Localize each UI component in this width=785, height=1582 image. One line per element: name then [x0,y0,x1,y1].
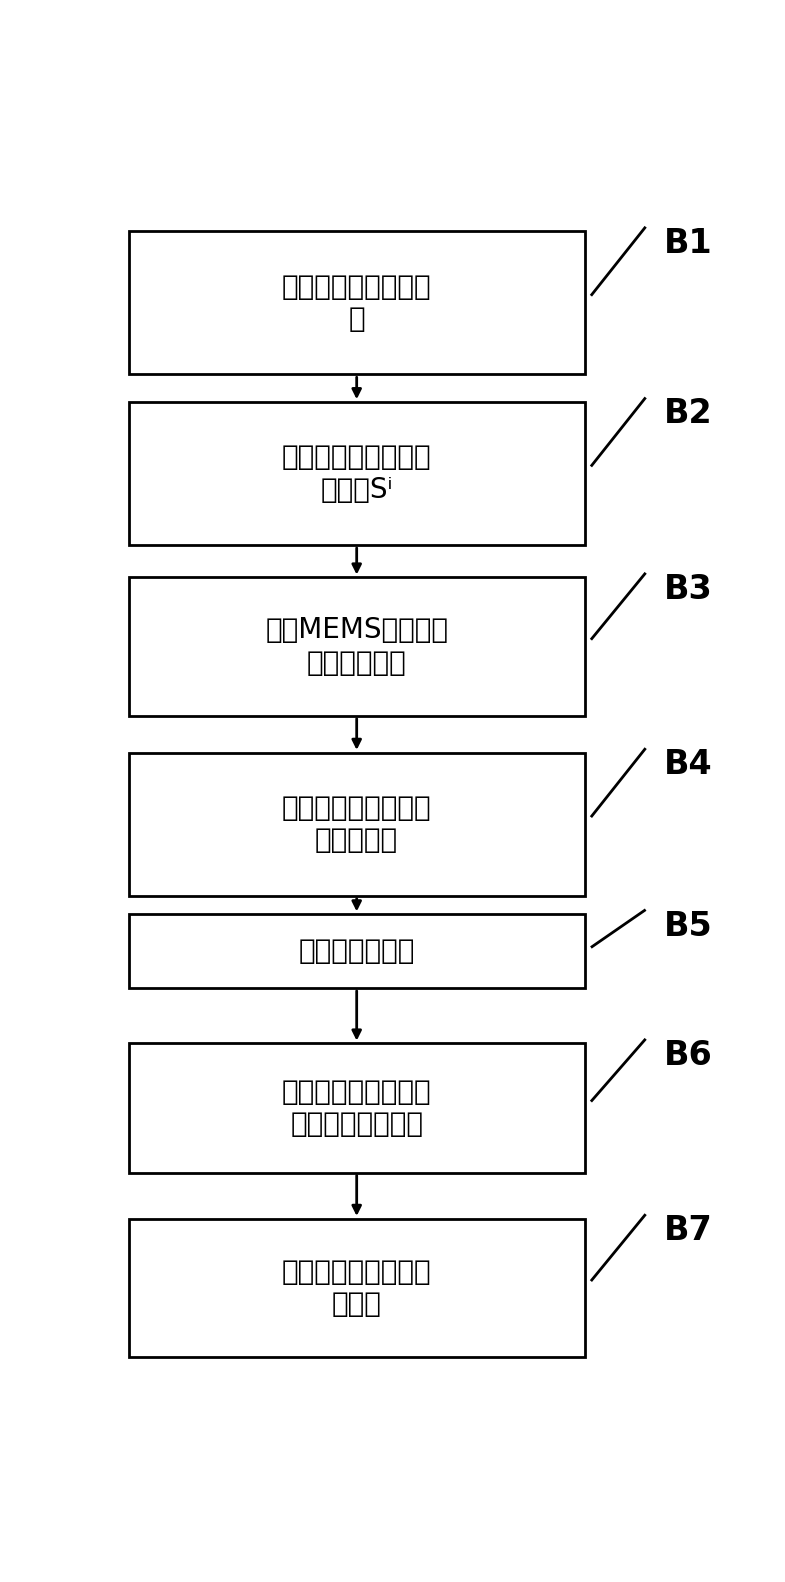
FancyBboxPatch shape [129,402,585,546]
Text: B6: B6 [664,1039,713,1073]
FancyBboxPatch shape [129,914,585,989]
Text: B7: B7 [664,1215,713,1247]
FancyBboxPatch shape [129,1044,585,1172]
Text: 计算载体到卫星的单
位向量Sⁱ: 计算载体到卫星的单 位向量Sⁱ [282,443,432,503]
FancyBboxPatch shape [129,231,585,375]
Text: B4: B4 [664,748,713,782]
FancyBboxPatch shape [129,577,585,715]
Text: 求出对应基线向量和
姿态角: 求出对应基线向量和 姿态角 [282,1258,432,1318]
Text: 根据适应度函数值和
约束条件进行筛选: 根据适应度函数值和 约束条件进行筛选 [282,1077,432,1139]
Text: 建立载波相位双差方
程: 建立载波相位双差方 程 [282,272,432,334]
Text: 求解出对应的整周模
糊度浮点解: 求解出对应的整周模 糊度浮点解 [282,794,432,854]
Text: 代入适应度函数: 代入适应度函数 [298,937,414,965]
Text: B3: B3 [664,573,713,606]
Text: B5: B5 [664,910,713,943]
Text: B1: B1 [664,226,713,259]
Text: 根据MEMS姿态信息
确定搜索范围: 根据MEMS姿态信息 确定搜索范围 [265,617,448,677]
FancyBboxPatch shape [129,1218,585,1357]
Text: B2: B2 [664,397,713,430]
FancyBboxPatch shape [129,753,585,895]
